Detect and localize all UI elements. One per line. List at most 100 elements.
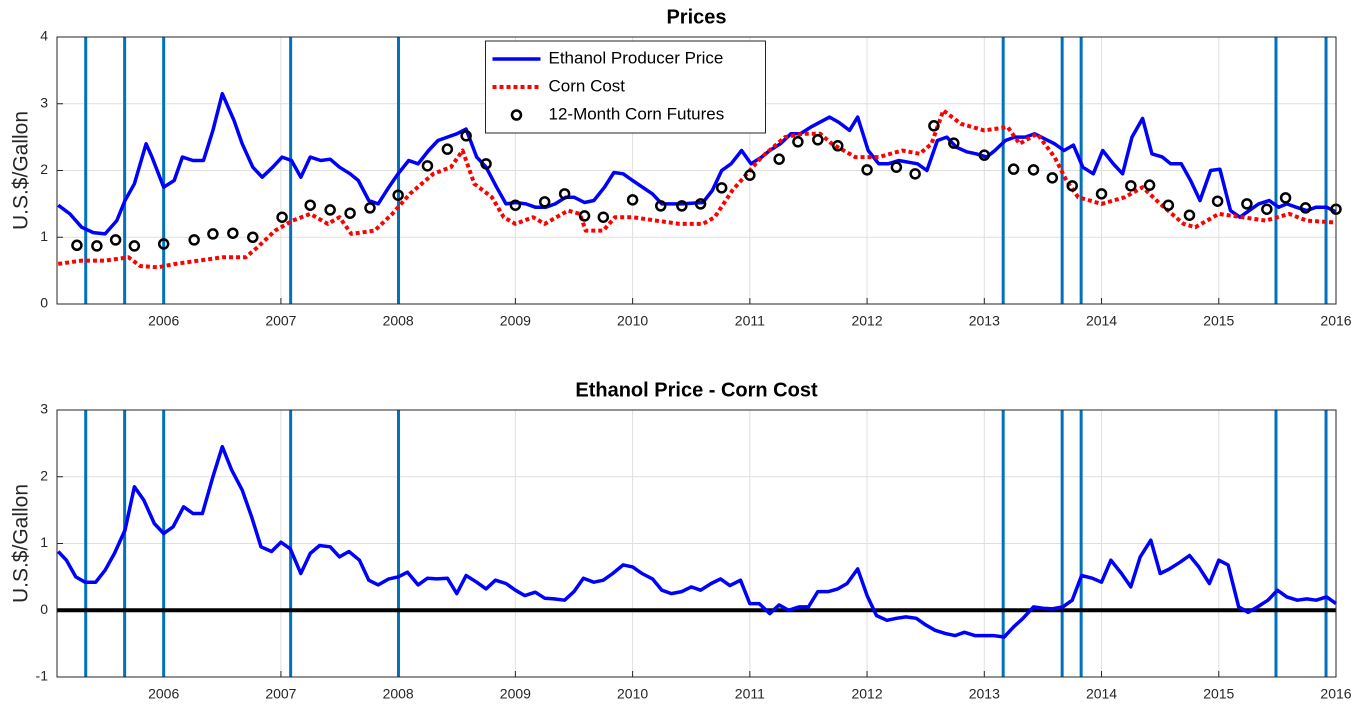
x-tick-label: 2010 [617,686,648,702]
legend-box [485,40,766,134]
y-axis-label: U.S.$/Gallon [10,484,33,603]
marker [744,169,756,181]
x-tick-label: 2009 [500,686,531,702]
y-tick-label: 4 [40,28,48,44]
x-tick-label: 2014 [1086,686,1117,702]
marker [1261,203,1273,215]
x-tick-label: 2009 [500,313,531,329]
x-tick-label: 2015 [1203,313,1234,329]
marker [812,134,824,146]
x-tick-label: 2012 [851,686,882,702]
marker [715,182,728,194]
axes-box [56,409,1337,678]
marker [558,188,571,200]
marker [1162,199,1175,211]
marker [1299,202,1312,214]
marker [227,227,239,239]
marker [626,194,639,206]
x-tick-label: 2015 [1203,686,1234,702]
axes-box [56,36,1337,305]
marker [1241,198,1253,210]
marker [1279,192,1292,204]
marker [188,234,200,246]
marker [1027,164,1040,176]
marker [109,234,122,246]
marker [1143,179,1156,191]
marker [207,228,219,240]
marker [247,231,259,243]
y-axis-label: U.S.$/Gallon [10,111,33,230]
marker [392,189,404,201]
x-tick-label: 2014 [1086,313,1117,329]
marker [832,140,844,152]
marker [1125,180,1137,192]
y-tick-label: 2 [40,467,48,483]
chart-title: Prices [666,6,726,28]
marker [773,153,785,165]
x-tick-label: 2008 [383,313,414,329]
legend-label: 12-Month Corn Futures [549,104,725,123]
marker [509,199,522,211]
y-tick-label: 3 [40,94,48,110]
marker [276,211,288,223]
marker [157,238,170,250]
x-tick-label: 2011 [735,686,765,702]
y-tick-label: 0 [40,295,48,311]
marker [792,136,804,148]
marker [1183,209,1196,221]
marker [480,158,492,170]
marker [890,161,903,173]
marker [597,211,610,223]
legend-symbol [510,109,523,121]
x-tick-label: 2013 [969,313,1000,329]
marker [928,120,940,132]
x-tick-label: 2016 [1320,686,1351,702]
x-tick-label: 2013 [969,686,1000,702]
x-tick-label: 2016 [1320,313,1351,329]
marker [654,200,667,212]
y-tick-label: 1 [40,534,48,550]
marker [128,240,141,252]
marker [441,143,454,155]
x-tick-label: 2008 [383,686,414,702]
marker [421,160,434,172]
x-tick-label: 2007 [265,686,296,702]
x-tick-label: 2011 [735,313,765,329]
marker [538,196,551,208]
marker [324,204,336,216]
marker [364,202,376,214]
x-tick-label: 2012 [851,313,882,329]
y-tick-label: 2 [40,161,48,177]
x-tick-label: 2007 [265,313,296,329]
y-tick-label: -1 [36,668,49,684]
marker [460,130,472,142]
y-tick-label: 0 [40,601,48,617]
marker [1095,188,1108,200]
marker [1211,195,1224,207]
x-tick-label: 2006 [148,686,179,702]
marker [694,198,707,210]
marker [71,239,83,252]
y-tick-label: 3 [40,401,48,417]
legend-label: Ethanol Producer Price [549,48,724,67]
series-line [57,108,1337,270]
marker [1066,180,1078,192]
y-tick-label: 1 [40,228,48,244]
x-tick-label: 2006 [148,313,179,329]
marker [948,137,960,149]
marker [676,200,688,212]
marker [978,149,991,161]
marker [1007,163,1020,175]
marker [344,207,356,219]
marker [91,240,103,252]
legend: Ethanol Producer Price Corn Cost 12-Month … [485,40,766,134]
marker [578,210,591,222]
marker [861,164,873,176]
series-line [57,91,1337,236]
legend-label: Corn Cost [549,76,626,95]
chart-title: Ethanol Price - Corn Cost [575,379,818,401]
marker [304,199,316,211]
marker [1046,172,1059,184]
x-tick-label: 2010 [617,313,648,329]
